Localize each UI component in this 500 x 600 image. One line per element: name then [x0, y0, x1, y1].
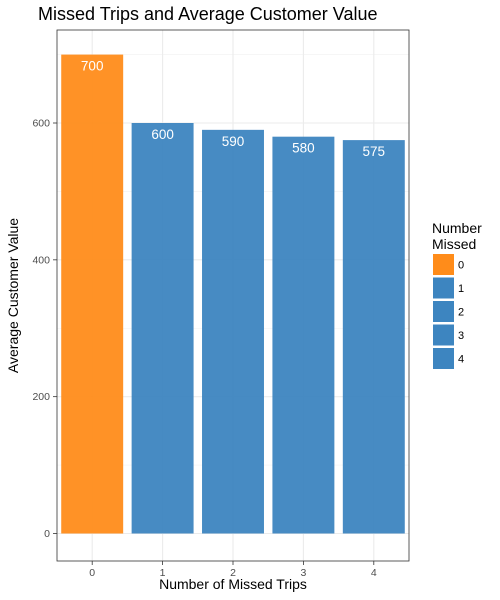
legend-swatch-0 — [433, 254, 454, 275]
legend-swatch-2 — [433, 301, 454, 322]
y-tick-label: 600 — [32, 118, 50, 130]
bar-1 — [132, 123, 194, 534]
bar-0 — [61, 55, 123, 534]
y-axis-title: Average Customer Value — [5, 218, 21, 373]
x-axis-title: Number of Missed Trips — [159, 576, 307, 592]
legend-label-1: 1 — [458, 283, 464, 295]
x-tick-label: 0 — [89, 567, 95, 579]
legend-title: Number — [432, 220, 482, 236]
legend-label-0: 0 — [458, 260, 464, 272]
legend-label-2: 2 — [458, 307, 464, 319]
bar-4 — [343, 140, 405, 533]
bar-2 — [202, 130, 264, 534]
legend-swatch-1 — [433, 278, 454, 299]
data-label-3: 580 — [292, 141, 315, 156]
y-tick-label: 0 — [44, 528, 50, 540]
bar-3 — [272, 137, 334, 534]
data-label-1: 600 — [151, 127, 174, 142]
x-tick-label: 4 — [371, 567, 377, 579]
legend-title: Missed — [432, 236, 476, 252]
data-label-2: 590 — [222, 134, 245, 149]
y-tick-label: 400 — [32, 254, 50, 266]
data-label-4: 575 — [363, 144, 386, 159]
legend-swatch-4 — [433, 348, 454, 369]
legend-swatch-3 — [433, 325, 454, 346]
y-tick-label: 200 — [32, 391, 50, 403]
legend-label-4: 4 — [458, 354, 464, 366]
data-label-0: 700 — [81, 59, 104, 74]
legend-label-3: 3 — [458, 330, 464, 342]
